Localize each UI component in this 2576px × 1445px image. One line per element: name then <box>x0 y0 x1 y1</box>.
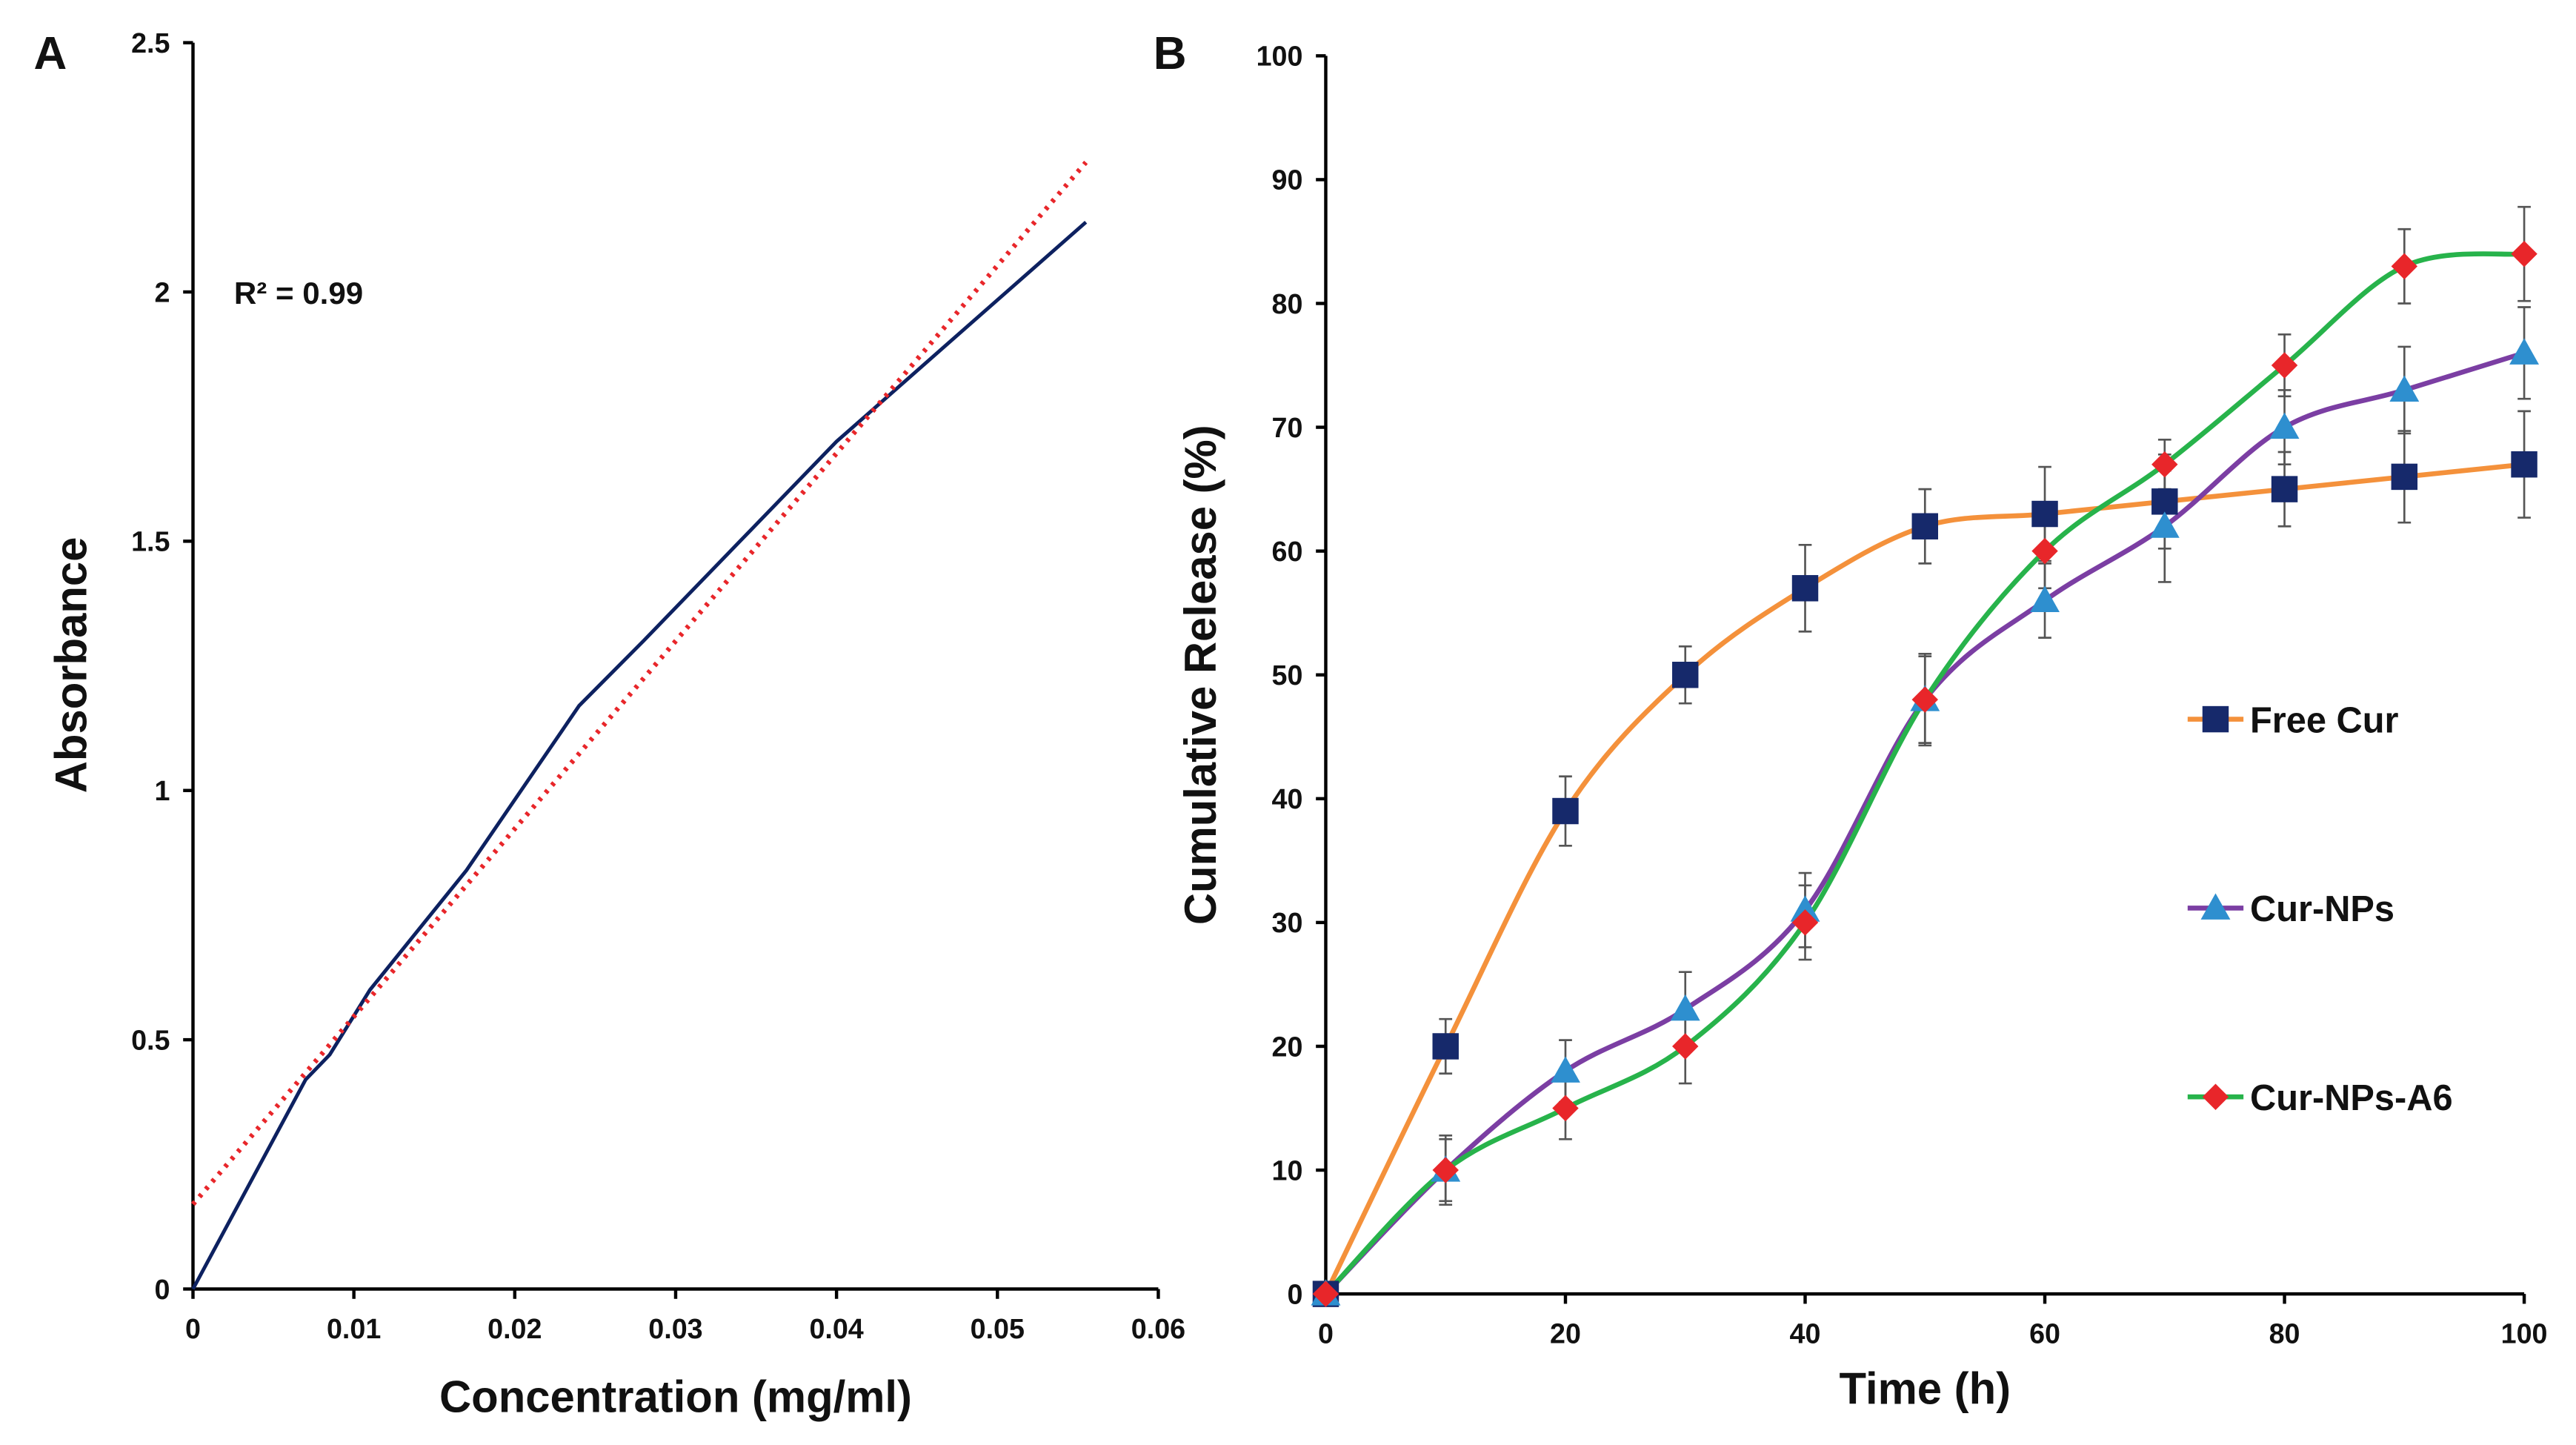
x-tick-label: 0.01 <box>327 1313 381 1344</box>
y-tick-label: 40 <box>1272 783 1303 814</box>
legend-marker <box>2200 893 2231 920</box>
y-tick-label: 2.5 <box>131 27 170 59</box>
marker <box>1432 1157 1459 1183</box>
marker <box>2030 585 2060 613</box>
x-tick-label: 60 <box>2029 1318 2060 1349</box>
y-axis-title: Cumulative Release (%) <box>1176 425 1225 925</box>
y-tick-label: 30 <box>1272 907 1303 938</box>
y-axis-title: Absorbance <box>46 537 96 794</box>
x-tick-label: 80 <box>2269 1318 2300 1349</box>
marker <box>2149 511 2180 538</box>
marker <box>2391 463 2418 491</box>
marker <box>1312 1280 1339 1307</box>
marker <box>1672 662 1699 688</box>
y-tick-label: 50 <box>1272 660 1303 691</box>
y-tick-label: 10 <box>1272 1155 1303 1186</box>
annotation: R² = 0.99 <box>234 276 363 310</box>
marker <box>1670 994 1700 1021</box>
legend-label: Cur-NPs-A6 <box>2250 1078 2453 1118</box>
marker <box>1432 1033 1459 1060</box>
marker <box>2151 488 2178 515</box>
marker <box>2031 500 2058 528</box>
marker <box>2271 476 2298 502</box>
x-tick-label: 100 <box>2501 1318 2548 1349</box>
marker <box>1911 686 1938 713</box>
marker <box>2509 338 2540 365</box>
x-tick-label: 0.05 <box>971 1313 1025 1344</box>
x-tick-label: 0.02 <box>487 1313 542 1344</box>
y-tick-label: 1 <box>155 775 170 806</box>
y-tick-label: 100 <box>1257 41 1303 72</box>
marker <box>1552 797 1579 825</box>
legend-marker <box>2202 1083 2229 1110</box>
y-tick-label: 80 <box>1272 288 1303 319</box>
y-tick-label: 0 <box>1287 1278 1302 1309</box>
marker <box>2511 240 2537 268</box>
y-tick-label: 0 <box>155 1274 170 1305</box>
series-line <box>1324 251 2525 1296</box>
y-tick-label: 2 <box>155 276 170 308</box>
legend-label: Free Cur <box>2250 700 2399 740</box>
series-line <box>190 160 1088 1206</box>
x-tick-label: 40 <box>1790 1318 1821 1349</box>
x-tick-label: 0 <box>185 1313 201 1344</box>
y-tick-label: 70 <box>1272 412 1303 443</box>
y-tick-label: 0.5 <box>131 1024 170 1055</box>
marker <box>2269 412 2300 439</box>
legend-marker <box>2202 705 2229 733</box>
y-tick-label: 60 <box>1272 536 1303 567</box>
x-axis-title: Concentration (mg/ml) <box>439 1372 912 1422</box>
marker <box>1911 513 1938 539</box>
x-tick-label: 0.06 <box>1131 1313 1185 1344</box>
marker <box>2511 451 2537 478</box>
x-tick-label: 0.04 <box>809 1313 863 1344</box>
panel-label: A <box>34 28 67 79</box>
y-tick-label: 90 <box>1272 165 1303 196</box>
marker <box>2271 352 2298 379</box>
marker <box>2391 253 2418 280</box>
y-tick-label: 1.5 <box>131 526 170 557</box>
x-tick-label: 20 <box>1550 1318 1581 1349</box>
marker <box>1552 1094 1579 1122</box>
marker <box>1790 895 1820 922</box>
marker <box>1791 575 1819 602</box>
legend-label: Cur-NPs <box>2250 889 2394 929</box>
panel-label: B <box>1154 28 1187 79</box>
x-tick-label: 0.03 <box>648 1313 702 1344</box>
series-line <box>191 220 1088 1290</box>
x-tick-label: 0 <box>1318 1318 1334 1349</box>
series-line <box>1323 462 2525 1295</box>
marker <box>1791 909 1819 936</box>
marker <box>2389 375 2420 402</box>
y-tick-label: 20 <box>1272 1031 1303 1062</box>
x-axis-title: Time (h) <box>1840 1364 2011 1414</box>
marker <box>1551 1056 1580 1083</box>
